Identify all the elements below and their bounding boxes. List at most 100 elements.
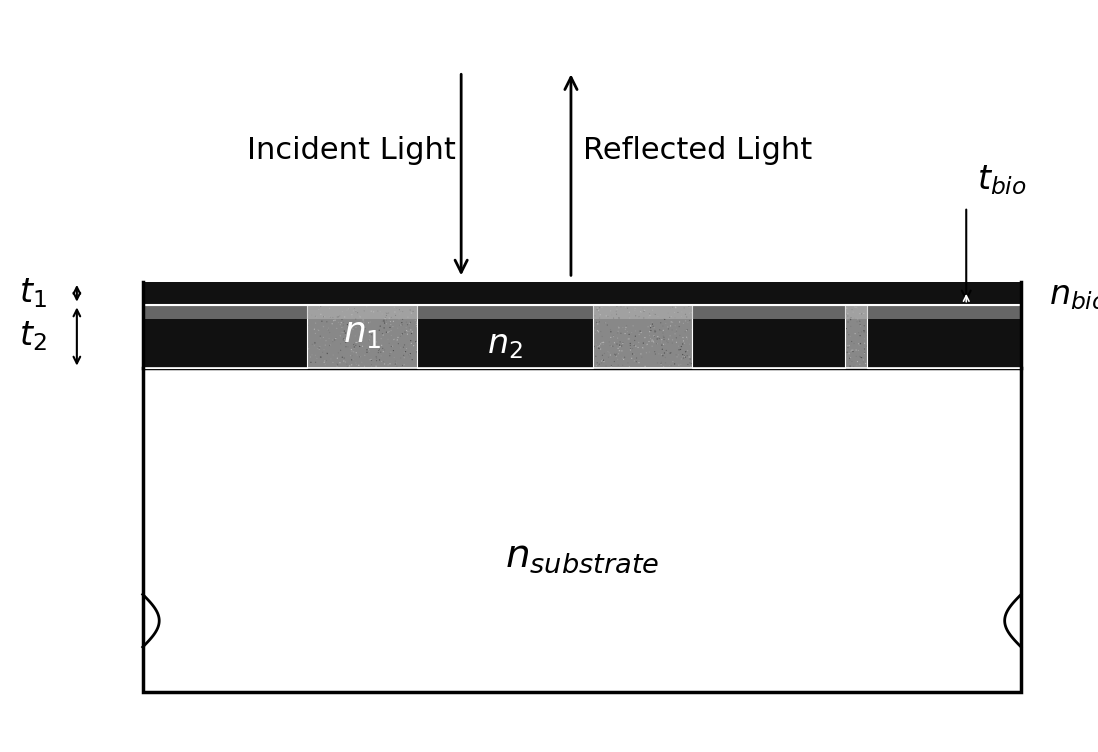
Point	[590, 360, 607, 372]
Point	[1007, 343, 1024, 355]
Point	[276, 349, 293, 361]
Point	[345, 305, 362, 317]
Point	[999, 316, 1017, 328]
Point	[333, 322, 350, 334]
Point	[396, 326, 414, 338]
Point	[484, 311, 502, 323]
Point	[293, 307, 311, 319]
Point	[232, 302, 249, 314]
Point	[685, 342, 703, 354]
Point	[847, 328, 864, 340]
Point	[851, 308, 869, 320]
Point	[169, 349, 187, 361]
Point	[244, 334, 261, 346]
Point	[173, 301, 191, 313]
Point	[247, 320, 265, 332]
Point	[224, 325, 242, 337]
Point	[914, 317, 931, 329]
Point	[974, 319, 991, 331]
Point	[957, 304, 975, 316]
Point	[267, 305, 284, 317]
Point	[583, 332, 601, 344]
Point	[724, 332, 741, 344]
Point	[328, 352, 346, 364]
Point	[411, 305, 428, 317]
Point	[897, 309, 915, 321]
Point	[148, 335, 166, 347]
Point	[229, 335, 247, 347]
Point	[206, 358, 224, 370]
Point	[374, 314, 392, 326]
Point	[260, 339, 278, 351]
Point	[145, 300, 163, 312]
Point	[783, 302, 800, 314]
Point	[434, 360, 451, 372]
Point	[808, 314, 826, 326]
Point	[691, 343, 708, 355]
Point	[421, 354, 438, 366]
Point	[497, 305, 515, 317]
Point	[293, 338, 311, 350]
Point	[192, 321, 210, 333]
Point	[917, 305, 934, 317]
Point	[146, 328, 164, 340]
Point	[898, 320, 916, 332]
Point	[593, 336, 610, 348]
Point	[219, 356, 236, 368]
Point	[219, 342, 236, 354]
Point	[209, 358, 226, 370]
Point	[842, 345, 860, 357]
Point	[928, 314, 945, 326]
Point	[504, 310, 522, 322]
Point	[698, 356, 716, 368]
Point	[601, 300, 618, 312]
Point	[313, 315, 330, 327]
Point	[1000, 320, 1018, 332]
Point	[208, 314, 225, 326]
Point	[139, 332, 157, 344]
Point	[195, 341, 213, 353]
Point	[892, 316, 909, 328]
Point	[985, 344, 1002, 356]
Point	[751, 332, 769, 344]
Point	[490, 322, 507, 334]
Point	[531, 308, 549, 320]
Point	[142, 353, 159, 365]
Point	[778, 309, 796, 321]
Point	[810, 305, 828, 317]
Point	[533, 358, 550, 370]
Point	[469, 353, 486, 365]
Point	[712, 353, 729, 365]
Point	[761, 313, 778, 325]
Point	[373, 328, 391, 340]
Point	[693, 308, 710, 320]
Point	[608, 303, 626, 315]
Point	[994, 312, 1011, 324]
Point	[578, 358, 595, 370]
Point	[347, 313, 365, 325]
Point	[294, 335, 312, 347]
Point	[363, 341, 381, 353]
Point	[827, 355, 844, 367]
Point	[705, 321, 722, 333]
Point	[616, 328, 634, 340]
Point	[768, 315, 785, 327]
Point	[504, 308, 522, 320]
Point	[188, 314, 205, 326]
Point	[473, 344, 491, 356]
Point	[445, 305, 462, 317]
Point	[351, 332, 369, 344]
Point	[248, 357, 266, 369]
Point	[444, 307, 461, 319]
Point	[327, 332, 345, 344]
Point	[554, 329, 572, 341]
Point	[928, 346, 945, 358]
Point	[494, 324, 512, 336]
Point	[397, 325, 415, 337]
Point	[974, 359, 991, 371]
Point	[901, 304, 919, 316]
Point	[291, 304, 309, 316]
Point	[819, 320, 837, 332]
Point	[564, 335, 582, 347]
Point	[737, 335, 754, 347]
